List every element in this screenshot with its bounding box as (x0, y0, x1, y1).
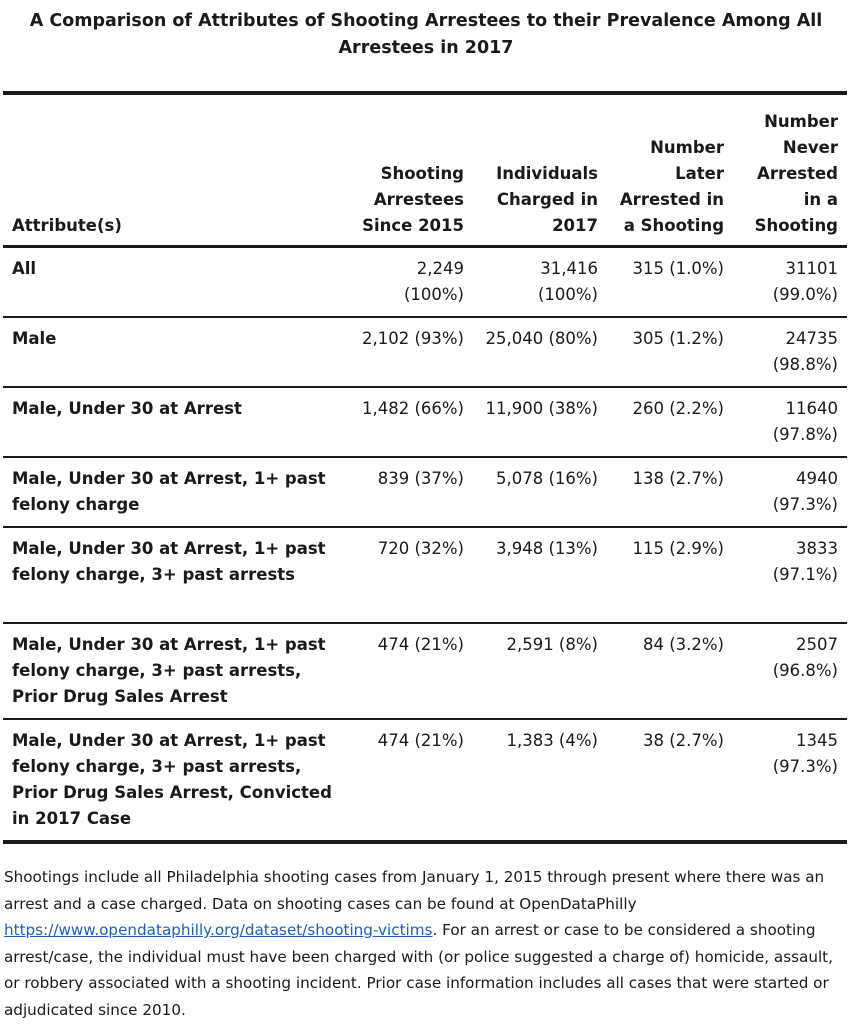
cell-attribute: Male, Under 30 at Arrest, 1+ past felony… (12, 731, 332, 828)
cell-attribute: Male, Under 30 at Arrest, 1+ past felony… (12, 635, 326, 706)
cell-charged-2017: 2,591 (8%) (506, 635, 598, 654)
header-shooting-arrestees: Shooting Arrestees Since 2015 (362, 164, 464, 235)
cell-charged-2017: 5,078 (16%) (495, 469, 598, 488)
table-row: Male, Under 30 at Arrest, 1+ past felony… (3, 457, 847, 527)
cell-later-arrested: 38 (2.7%) (642, 731, 724, 750)
cell-later-arrested: 305 (1.2%) (632, 329, 724, 348)
table-row: Male, Under 30 at Arrest 1,482 (66%) 11,… (3, 387, 847, 457)
table-row: Male, Under 30 at Arrest, 1+ past felony… (3, 719, 847, 842)
cell-never-arrested: 11640 (97.8%) (772, 399, 838, 444)
header-row: Attribute(s) Shooting Arrestees Since 20… (3, 93, 847, 247)
footnote-text-after-link: . For an arrest or case to be considered… (4, 921, 833, 1019)
title-line-1: A Comparison of Attributes of Shooting A… (29, 11, 823, 31)
cell-shooting-arrestees: 2,249 (100%) (403, 259, 464, 304)
cell-attribute: Male, Under 30 at Arrest, 1+ past felony… (12, 539, 326, 584)
table-header: Attribute(s) Shooting Arrestees Since 20… (3, 93, 847, 247)
header-attributes: Attribute(s) (12, 216, 122, 235)
header-later-arrested: Number Later Arrested in a Shooting (619, 138, 724, 235)
table-row: All 2,249 (100%) 31,416 (100%) 315 (1.0%… (3, 247, 847, 317)
table-row: Male, Under 30 at Arrest, 1+ past felony… (3, 623, 847, 719)
cell-shooting-arrestees: 2,102 (93%) (361, 329, 464, 348)
cell-never-arrested: 1345 (97.3%) (772, 731, 838, 776)
cell-never-arrested: 31101 (99.0%) (772, 259, 838, 304)
cell-never-arrested: 3833 (97.1%) (772, 539, 838, 584)
cell-never-arrested: 2507 (96.8%) (772, 635, 838, 680)
cell-charged-2017: 1,383 (4%) (506, 731, 598, 750)
footnote-text-before-link: Shootings include all Philadelphia shoot… (4, 868, 825, 913)
cell-shooting-arrestees: 720 (32%) (377, 539, 464, 558)
cell-attribute: Male (12, 329, 57, 348)
cell-attribute: Male, Under 30 at Arrest (12, 399, 242, 418)
cell-shooting-arrestees: 474 (21%) (377, 731, 464, 750)
opendataphilly-link[interactable]: https://www.opendataphilly.org/dataset/s… (4, 921, 433, 939)
title-line-2: Arrestees in 2017 (338, 38, 514, 58)
cell-charged-2017: 31,416 (100%) (537, 259, 598, 304)
cell-never-arrested: 24735 (98.8%) (772, 329, 838, 374)
footnote: Shootings include all Philadelphia shoot… (4, 864, 848, 1023)
cell-later-arrested: 84 (3.2%) (642, 635, 724, 654)
cell-charged-2017: 25,040 (80%) (485, 329, 598, 348)
table-row: Male, Under 30 at Arrest, 1+ past felony… (3, 527, 847, 623)
cell-attribute: Male, Under 30 at Arrest, 1+ past felony… (12, 469, 326, 514)
comparison-table: Attribute(s) Shooting Arrestees Since 20… (3, 91, 847, 844)
cell-never-arrested: 4940 (97.3%) (772, 469, 838, 514)
cell-later-arrested: 138 (2.7%) (632, 469, 724, 488)
header-never-arrested: Number Never Arrested in a Shooting (754, 112, 838, 235)
table-body: All 2,249 (100%) 31,416 (100%) 315 (1.0%… (3, 247, 847, 842)
table-row: Male 2,102 (93%) 25,040 (80%) 305 (1.2%)… (3, 317, 847, 387)
cell-charged-2017: 11,900 (38%) (485, 399, 598, 418)
cell-shooting-arrestees: 839 (37%) (377, 469, 464, 488)
cell-shooting-arrestees: 474 (21%) (377, 635, 464, 654)
cell-later-arrested: 315 (1.0%) (632, 259, 724, 278)
cell-shooting-arrestees: 1,482 (66%) (361, 399, 464, 418)
cell-later-arrested: 115 (2.9%) (632, 539, 724, 558)
cell-charged-2017: 3,948 (13%) (495, 539, 598, 558)
page-title: A Comparison of Attributes of Shooting A… (0, 8, 852, 62)
header-charged-2017: Individuals Charged in 2017 (496, 164, 598, 235)
cell-attribute: All (12, 259, 37, 278)
cell-later-arrested: 260 (2.2%) (632, 399, 724, 418)
